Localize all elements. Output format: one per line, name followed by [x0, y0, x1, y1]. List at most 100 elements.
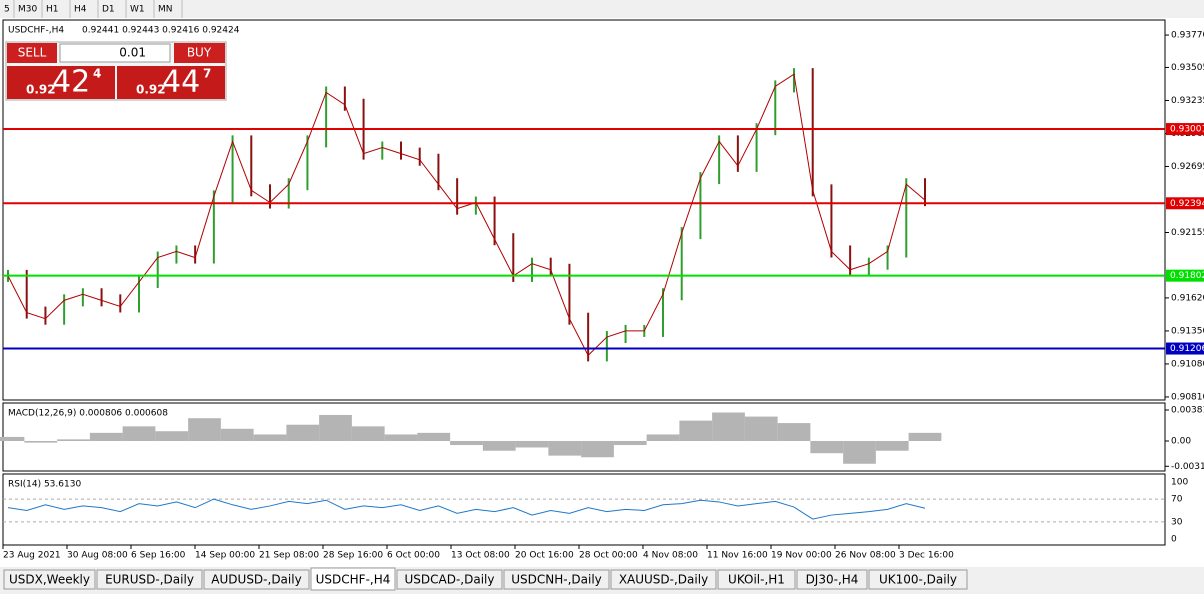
- chart-symbol: USDCHF-,H4: [8, 26, 64, 36]
- tab-label: USDCHF-,H4: [316, 573, 391, 587]
- macd-bar: [744, 416, 778, 441]
- macd-label: MACD(12,26,9) 0.000806 0.000608: [8, 409, 168, 419]
- timeframe-button[interactable]: H4: [74, 5, 87, 15]
- x-tick-label: 20 Oct 16:00: [515, 551, 574, 561]
- y-tick-label: 0.92695: [1171, 162, 1204, 172]
- y-tick-label: 30: [1171, 517, 1183, 527]
- timeframe-button[interactable]: H1: [46, 5, 59, 15]
- y-tick-label: 0.93505: [1171, 63, 1204, 73]
- tab[interactable]: [796, 569, 868, 590]
- macd-bar: [24, 440, 58, 443]
- macd-bar: [777, 423, 811, 441]
- buy-button[interactable]: [174, 43, 225, 63]
- sell-big: 42: [52, 65, 90, 100]
- trade-panel: SELL 0.01 BUY 0.92 42 4 0.92 44 7: [5, 41, 227, 101]
- x-tick-label: 21 Sep 08:00: [259, 551, 319, 561]
- x-tick-label: 11 Nov 16:00: [707, 551, 768, 561]
- macd-bar: [679, 420, 713, 441]
- tab[interactable]: [503, 569, 610, 590]
- tab-label: EURUSD-,Daily: [105, 573, 194, 587]
- x-tick-label: 23 Aug 2021: [3, 551, 61, 561]
- x-tick-label: 14 Sep 00:00: [195, 551, 255, 561]
- timeframe-button[interactable]: MN: [158, 5, 173, 15]
- macd-bar: [0, 436, 25, 441]
- tab[interactable]: [396, 569, 503, 590]
- sell-price-box[interactable]: [7, 66, 115, 99]
- timeframe-button[interactable]: W1: [130, 5, 145, 15]
- sell-button[interactable]: [7, 43, 57, 63]
- tab-label: UK100-,Daily: [879, 573, 957, 587]
- macd-bar: [286, 424, 320, 441]
- x-tick-label: 6 Oct 00:00: [387, 551, 440, 561]
- rsi-panel: [2, 473, 1166, 546]
- macd-bar: [122, 426, 156, 441]
- buy-price-box[interactable]: [117, 66, 225, 99]
- x-tick-label: 28 Sep 16:00: [323, 551, 383, 561]
- macd-bar: [613, 440, 647, 446]
- x-tick-label: 26 Nov 08:00: [835, 551, 896, 561]
- level-label: 0.91802: [1170, 271, 1204, 281]
- x-tick-label: 28 Oct 00:00: [579, 551, 638, 561]
- level-label: 0.93001: [1170, 125, 1204, 135]
- macd-bar: [57, 439, 90, 441]
- macd-bar: [482, 440, 516, 451]
- level-label-bg: [1166, 342, 1204, 355]
- toolbar: [0, 0, 1204, 18]
- sell-text: SELL: [18, 46, 47, 60]
- level-label: 0.92394: [1170, 199, 1204, 209]
- macd-bar: [875, 440, 909, 451]
- y-tick-label: 100: [1171, 477, 1188, 487]
- macd-bar: [417, 432, 451, 441]
- y-tick-label: 0.003811: [1171, 405, 1204, 415]
- rsi-label: RSI(14) 53.6130: [8, 480, 81, 490]
- tab[interactable]: [610, 569, 717, 590]
- macd-bar: [515, 440, 549, 448]
- macd-bar: [89, 432, 123, 441]
- buy-big: 44: [162, 65, 200, 100]
- sell-prefix: 0.92: [26, 83, 56, 97]
- timeframe-button[interactable]: M30: [18, 5, 37, 15]
- y-tick-label: 70: [1171, 495, 1183, 505]
- macd-bar: [712, 412, 745, 441]
- timeframe-button[interactable]: D1: [102, 5, 115, 15]
- y-tick-label: 0.92155: [1171, 228, 1204, 238]
- y-tick-label: 0.00: [1171, 436, 1191, 446]
- tab-label: UKOil-,H1: [728, 573, 785, 587]
- tab[interactable]: [717, 569, 796, 590]
- tab-label: USDCAD-,Daily: [405, 573, 495, 587]
- rsi-line: [7, 498, 926, 520]
- tab-label: DJ30-,H4: [806, 573, 859, 587]
- level-label-bg: [1166, 197, 1204, 210]
- buy-prefix: 0.92: [136, 83, 166, 97]
- buy-text: BUY: [187, 46, 212, 60]
- timeframe-button[interactable]: 5: [4, 5, 10, 15]
- macd-bar: [581, 440, 614, 458]
- macd-bar: [220, 428, 254, 441]
- tab[interactable]: [3, 569, 96, 590]
- macd-bar: [810, 440, 844, 454]
- x-tick-label: 3 Dec 16:00: [899, 551, 954, 561]
- tab[interactable]: [868, 569, 968, 590]
- tab-label: AUDUSD-,Daily: [211, 573, 301, 587]
- tab[interactable]: [310, 567, 396, 591]
- lot-value: 0.01: [119, 46, 146, 60]
- x-tick-label: 4 Nov 08:00: [643, 551, 698, 561]
- macd-bar: [188, 418, 221, 441]
- macd-bar: [155, 431, 189, 441]
- y-tick-label: 0: [1171, 535, 1177, 545]
- tab-label: USDCNH-,Daily: [511, 573, 602, 587]
- tab-label: XAUUSD-,Daily: [619, 573, 708, 587]
- tab[interactable]: [96, 569, 203, 590]
- x-tick-label: 13 Oct 08:00: [451, 551, 510, 561]
- tab[interactable]: [203, 569, 310, 590]
- lot-input[interactable]: [59, 43, 171, 63]
- macd-bar: [908, 432, 942, 441]
- buy-small: 7: [203, 67, 211, 81]
